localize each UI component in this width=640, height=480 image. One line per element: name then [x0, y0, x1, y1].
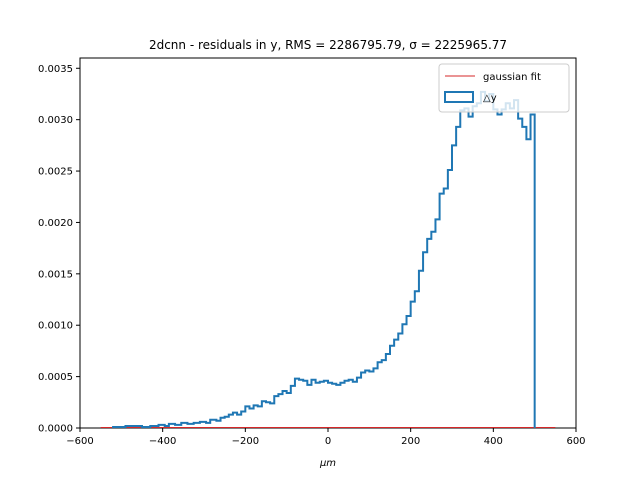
- series-layer: [100, 90, 556, 428]
- x-tick-label: 600: [566, 436, 585, 447]
- x-axis-label: μm: [319, 458, 336, 469]
- x-tick-label: 0: [325, 436, 331, 447]
- chart-title: 2dcnn - residuals in y, RMS = 2286795.79…: [149, 38, 507, 52]
- x-axis-ticks: −600 −400 −200 0 200 400 600: [66, 428, 586, 447]
- y-tick-label: 0.0030: [38, 115, 73, 126]
- delta-y-histogram-step: [112, 90, 536, 428]
- x-tick-label: −400: [149, 436, 176, 447]
- x-tick-label: −200: [232, 436, 259, 447]
- x-tick-label: 400: [484, 436, 503, 447]
- x-tick-label: 200: [401, 436, 420, 447]
- x-tick-label: −600: [66, 436, 93, 447]
- legend-gaussian-fit-label: gaussian fit: [483, 72, 541, 83]
- legend: gaussian fit △y: [438, 63, 570, 113]
- y-tick-label: 0.0005: [38, 372, 73, 383]
- y-tick-label: 0.0000: [38, 424, 73, 435]
- y-tick-label: 0.0020: [38, 218, 73, 229]
- y-axis-ticks: 0.0000 0.0005 0.0010 0.0015 0.0020 0.0025 0.00…: [38, 64, 80, 435]
- y-tick-label: 0.0015: [38, 269, 73, 280]
- legend-delta-y-swatch: [444, 91, 474, 103]
- legend-delta-y-label: △y: [483, 93, 497, 104]
- y-tick-label: 0.0035: [38, 64, 73, 75]
- y-tick-label: 0.0010: [38, 321, 73, 332]
- y-tick-label: 0.0025: [38, 167, 73, 178]
